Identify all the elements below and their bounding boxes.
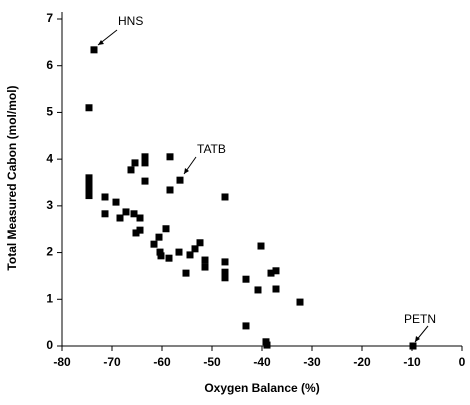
point (186, 251, 194, 259)
point (156, 248, 164, 256)
point (112, 198, 120, 206)
point (166, 186, 174, 194)
point (257, 242, 265, 250)
point (221, 193, 229, 201)
point (221, 258, 229, 266)
point (141, 159, 149, 167)
annotation: PETN (404, 312, 436, 326)
annotation: HNS (118, 14, 143, 28)
annotation: TATB (197, 142, 226, 156)
x-tick-label: -60 (153, 355, 171, 369)
point (201, 263, 209, 271)
point (141, 177, 149, 185)
x-tick-label: -50 (203, 355, 221, 369)
point (254, 286, 262, 294)
x-tick-label: -20 (353, 355, 371, 369)
point (409, 342, 417, 350)
point (296, 298, 304, 306)
arrow-head (98, 40, 104, 45)
point (267, 269, 275, 277)
point (136, 226, 144, 234)
point (85, 183, 93, 191)
point (176, 176, 184, 184)
point (132, 229, 140, 237)
point (85, 179, 93, 186)
point (221, 274, 229, 282)
arrow-head (415, 336, 420, 342)
y-tick-label: 1 (46, 291, 53, 305)
y-tick-label: 2 (46, 245, 53, 259)
point (136, 214, 144, 222)
point (122, 208, 130, 216)
point (182, 269, 190, 277)
point (101, 210, 109, 218)
y-tick-label: 0 (46, 338, 53, 352)
point (130, 210, 138, 218)
point (165, 254, 173, 262)
point (85, 174, 93, 182)
point (196, 239, 204, 247)
point (90, 46, 98, 54)
x-tick-label: -70 (103, 355, 121, 369)
point (221, 268, 229, 276)
x-tick-label: 0 (459, 355, 466, 369)
y-tick-label: 6 (46, 58, 53, 72)
point (150, 240, 158, 248)
point (162, 225, 170, 233)
x-tick-label: -10 (403, 355, 421, 369)
point (85, 188, 93, 196)
point (85, 192, 93, 200)
x-axis-label: Oxygen Balance (%) (204, 381, 319, 395)
point (263, 341, 271, 349)
x-tick-label: -30 (303, 355, 321, 369)
y-tick-label: 7 (46, 11, 53, 25)
point (242, 322, 250, 330)
point (242, 275, 250, 283)
point (272, 267, 280, 275)
point (85, 104, 93, 112)
point (175, 248, 183, 256)
point (191, 245, 199, 253)
point (166, 153, 174, 161)
y-tick-label: 5 (46, 105, 53, 119)
point (272, 285, 280, 293)
point (141, 153, 149, 161)
arrow-head (184, 168, 189, 174)
point (131, 159, 139, 167)
point (201, 256, 209, 264)
point (155, 233, 163, 241)
point (127, 166, 135, 174)
point (116, 214, 124, 222)
y-axis-label: Total Measured Cabon (mol/mol) (5, 85, 19, 270)
y-tick-label: 4 (46, 151, 53, 165)
x-tick-label: -40 (253, 355, 271, 369)
x-tick-label: -80 (53, 355, 71, 369)
point (157, 252, 165, 260)
point (101, 193, 109, 201)
y-tick-label: 3 (46, 198, 53, 212)
